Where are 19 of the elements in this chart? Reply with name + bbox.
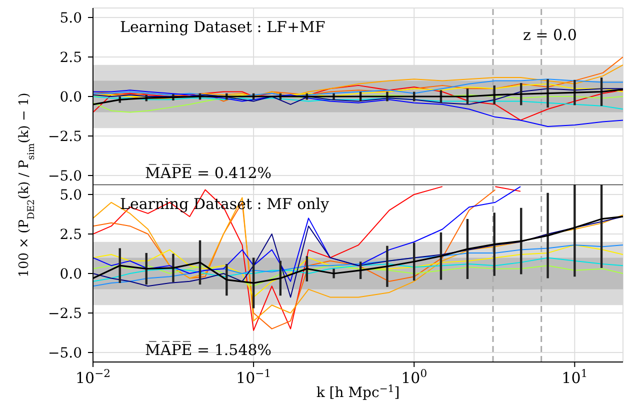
y-tick-label: −5.0 [48, 346, 82, 362]
y-tick-label: −2.5 [48, 129, 82, 146]
annotation: M̅A̅P̅E̅ = 1.548% [145, 340, 272, 359]
y-tick-label: −2.5 [48, 306, 82, 322]
x-axis-title: k [h Mpc$^{−1}$] [316, 384, 400, 401]
y-tick-label: 0.0 [60, 90, 82, 106]
y-tick-label: 5.0 [60, 10, 82, 26]
annotation: Learning Dataset : LF+MF [120, 18, 326, 36]
y-tick-label: 2.5 [60, 226, 82, 243]
y-tick-label: 2.5 [60, 50, 82, 66]
y-tick-label: −5.0 [48, 168, 82, 185]
y-tick-label: 0.0 [60, 266, 82, 282]
x-tick-label: 10$^{0}$ [401, 366, 428, 387]
x-tick-label: 10$^{−1}$ [236, 366, 272, 387]
x-tick-label: 10$^{1}$ [562, 366, 588, 387]
annotation: z = 0.0 [523, 26, 577, 44]
annotation: M̅A̅P̅E̅ = 0.412% [145, 163, 272, 182]
y-tick-label: 5.0 [60, 187, 82, 204]
x-tick-label: 10$^{−2}$ [75, 366, 111, 387]
